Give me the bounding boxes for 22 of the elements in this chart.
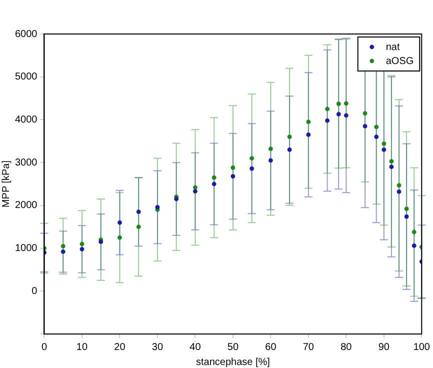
x-tick-label: 0 (41, 342, 48, 353)
x-tick-label: 60 (265, 342, 277, 353)
x-tick-label: 70 (302, 342, 314, 353)
y-tick-label: 1000 (14, 243, 38, 254)
x-tick-label: 80 (340, 342, 352, 353)
x-tick-label: 50 (227, 342, 239, 353)
x-tick-label: 10 (76, 342, 88, 353)
x-tick-label: 20 (114, 342, 126, 353)
legend-label: aOSG (386, 56, 414, 67)
y-axis-title: MPP [kPa] (0, 160, 12, 208)
x-tick-label: 90 (378, 342, 390, 353)
y-tick-label: 4000 (14, 114, 38, 126)
x-tick-label: 30 (152, 342, 164, 353)
y-tick-label: 3000 (14, 157, 38, 168)
y-tick-label: 6000 (14, 28, 38, 40)
x-tick-label: 40 (190, 342, 202, 353)
y-tick-label: 5000 (14, 72, 38, 83)
x-tick-label: 100 (413, 342, 430, 353)
y-tick-label: 2000 (14, 200, 38, 212)
x-axis-title: stancephase [%] (196, 356, 270, 368)
legend-label: nat (386, 42, 400, 53)
y-tick-label: 0 (32, 286, 38, 297)
